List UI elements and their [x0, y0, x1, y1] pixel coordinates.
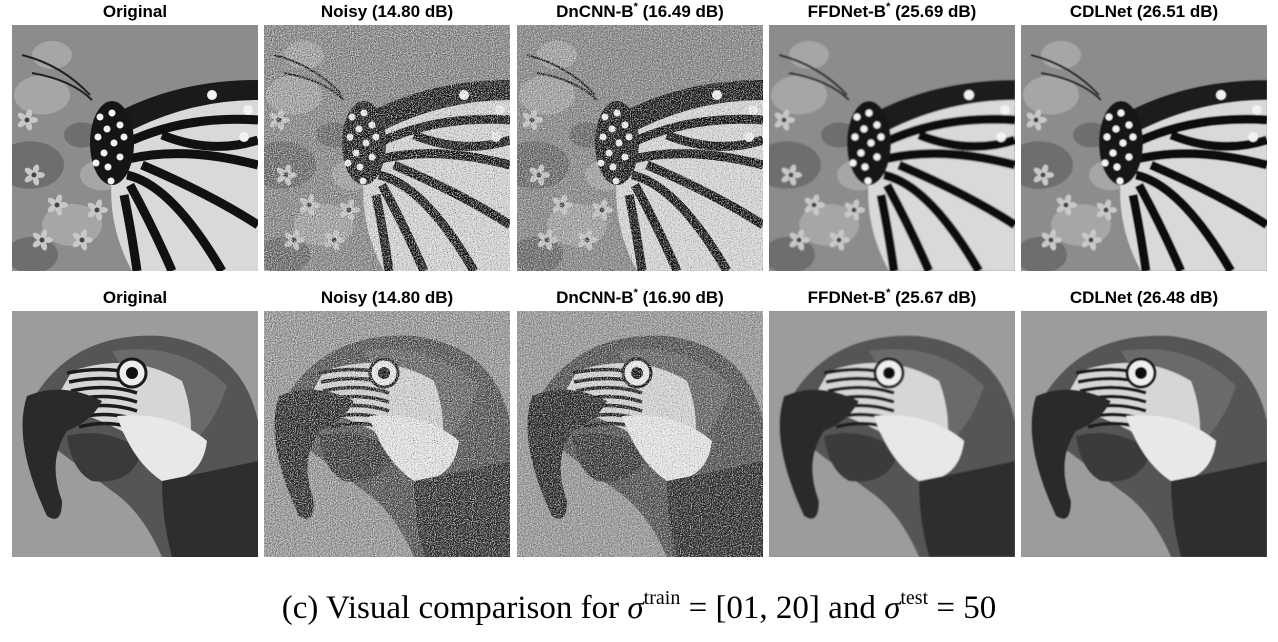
panel-psnr-score: (14.80 dB)	[371, 2, 454, 21]
panel-method-label: Noisy	[320, 288, 368, 307]
panel-image-parrot	[1021, 311, 1267, 557]
panel-parrot-3: FFDNet-B* (25.67 dB)	[769, 286, 1015, 557]
panel-psnr-score: (25.69 dB)	[895, 2, 977, 21]
panel-image-parrot	[769, 311, 1015, 557]
panel-star-superscript: *	[633, 1, 638, 13]
panel-parrot-2: DnCNN-B* (16.90 dB)	[517, 286, 763, 557]
panel-title: Original	[12, 0, 258, 24]
panel-image-butterfly	[517, 25, 763, 271]
panel-image-butterfly	[264, 25, 510, 271]
panel-title: FFDNet-B* (25.67 dB)	[769, 286, 1015, 310]
panel-butterfly-2: DnCNN-B* (16.49 dB)	[517, 0, 763, 271]
panel-image-parrot	[517, 311, 763, 557]
caption-sigma-symbol-2: σ	[884, 590, 901, 626]
caption-train-superscript: train	[643, 587, 681, 609]
panel-parrot-1: Noisy (14.80 dB)	[264, 286, 510, 557]
panel-image-butterfly	[1021, 25, 1267, 271]
figure-caption: (c) Visual comparison for σtrain = [01, …	[0, 587, 1278, 627]
panel-image-butterfly	[12, 25, 258, 271]
caption-range-text: = [01, 20] and	[680, 590, 885, 626]
panel-star-superscript: *	[633, 287, 638, 299]
panel-title: DnCNN-B* (16.90 dB)	[517, 286, 763, 310]
panel-psnr-score: (16.49 dB)	[642, 2, 724, 21]
panel-star-superscript: *	[886, 1, 891, 13]
panel-psnr-score: (26.51 dB)	[1136, 2, 1219, 21]
caption-prefix: (c) Visual comparison for	[281, 590, 620, 626]
caption-sigma-symbol: σ	[627, 590, 644, 626]
panel-title: CDLNet (26.48 dB)	[1021, 286, 1267, 310]
panel-butterfly-1: Noisy (14.80 dB)	[264, 0, 510, 271]
panel-psnr-score: (26.48 dB)	[1136, 288, 1219, 307]
panel-image-parrot	[12, 311, 258, 557]
panel-title: CDLNet (26.51 dB)	[1021, 0, 1267, 24]
panel-star-superscript: *	[886, 287, 891, 299]
panel-method-label: DnCNN-B	[556, 288, 634, 307]
panel-title: Noisy (14.80 dB)	[264, 286, 510, 310]
panel-image-butterfly	[769, 25, 1015, 271]
panel-image-parrot	[264, 311, 510, 557]
panel-psnr-score: (25.67 dB)	[895, 288, 977, 307]
panel-title: Original	[12, 286, 258, 310]
panel-title: FFDNet-B* (25.69 dB)	[769, 0, 1015, 24]
panel-method-label: DnCNN-B	[556, 2, 634, 21]
panel-parrot-0: Original	[12, 286, 258, 557]
panel-title: DnCNN-B* (16.49 dB)	[517, 0, 763, 24]
panel-method-label: Original	[102, 2, 168, 21]
panel-title: Noisy (14.80 dB)	[264, 0, 510, 24]
caption-sigma-train: σtrain	[627, 587, 681, 626]
panel-method-label: CDLNet	[1069, 288, 1133, 307]
panel-butterfly-3: FFDNet-B* (25.69 dB)	[769, 0, 1015, 271]
panel-method-label: FFDNet-B	[807, 2, 887, 21]
panel-butterfly-4: CDLNet (26.51 dB)	[1021, 0, 1267, 271]
panel-method-label: Noisy	[320, 2, 368, 21]
panel-psnr-score: (16.90 dB)	[642, 288, 724, 307]
panel-method-label: FFDNet-B	[807, 288, 887, 307]
caption-test-superscript: test	[900, 587, 929, 609]
panel-butterfly-0: Original	[12, 0, 258, 271]
panel-method-label: CDLNet	[1069, 2, 1133, 21]
caption-sigma-test: σtest	[884, 587, 929, 626]
panel-parrot-4: CDLNet (26.48 dB)	[1021, 286, 1267, 557]
caption-value-text: = 50	[928, 590, 997, 626]
panel-psnr-score: (14.80 dB)	[371, 288, 454, 307]
panel-method-label: Original	[102, 288, 168, 307]
